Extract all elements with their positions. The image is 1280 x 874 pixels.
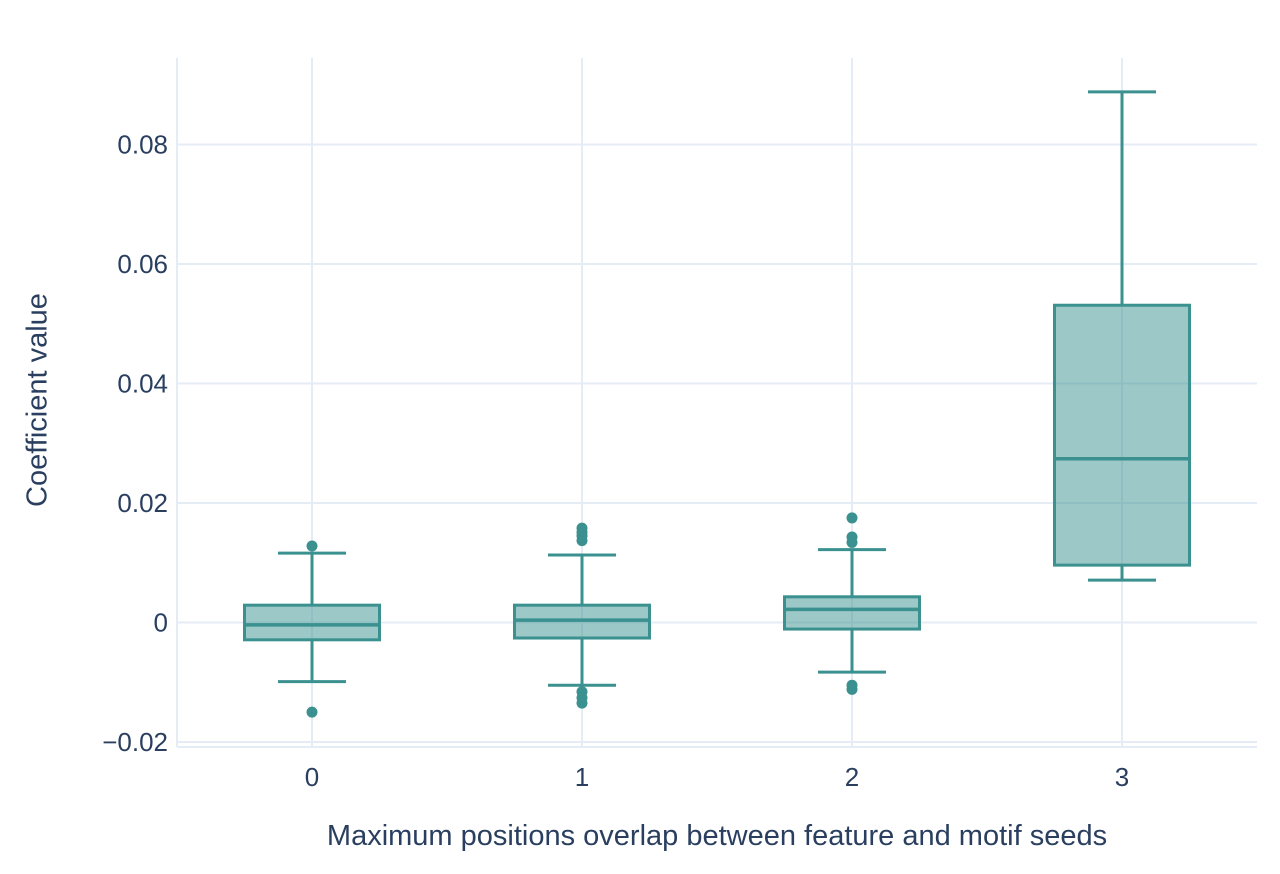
outlier-point [306,706,318,718]
y-tick-labels: 0.08 0.06 0.04 0.02 0 −0.02 [102,130,168,757]
outlier-point [846,683,858,695]
box-trace-0 [243,540,381,718]
x-gridlines [311,58,1123,747]
y-tick-label: 0.02 [117,488,168,518]
box-trace-3 [1053,90,1191,582]
outlier-point [576,535,588,547]
outlier-point [846,512,858,524]
x-tick-labels: 0 1 2 3 [305,762,1129,792]
x-tick-label: 1 [575,762,589,792]
x-tick-label: 2 [845,762,859,792]
iqr-box [243,603,381,642]
x-tick-label: 3 [1115,762,1129,792]
y-tick-label: 0.04 [117,369,168,399]
y-tick-label: 0 [154,607,168,637]
x-tick-label: 0 [305,762,319,792]
outlier-point [576,697,588,709]
y-tick-label: 0.08 [117,130,168,160]
y-tick-label: 0.06 [117,249,168,279]
outlier-point [306,540,318,552]
iqr-box [783,595,921,631]
y-tick-label: −0.02 [102,727,168,757]
iqr-box [1053,303,1191,567]
box-trace-2 [783,512,921,695]
x-axis-title: Maximum positions overlap between featur… [326,820,1108,852]
plot-border [176,58,1257,748]
outlier-point [846,536,858,548]
box-trace-1 [513,522,651,709]
y-axis-title: Coefficient value [21,293,54,507]
